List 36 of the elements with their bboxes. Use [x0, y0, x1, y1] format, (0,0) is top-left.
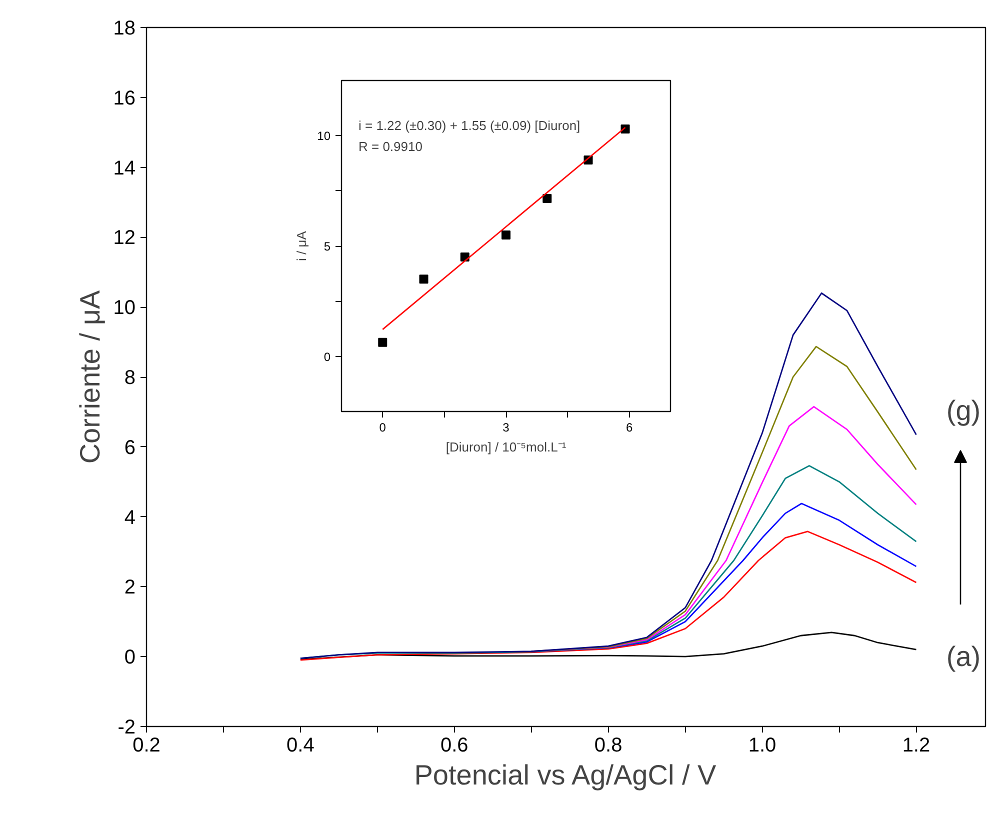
annotation: (g) — [946, 395, 981, 426]
y-tick-label: 16 — [113, 87, 136, 110]
x-tick-label: 0.4 — [286, 734, 314, 756]
x-axis-title: Potencial vs Ag/AgCl / V — [414, 760, 717, 790]
x-tick-label: 0.8 — [594, 734, 622, 756]
x-axis-title: [Diuron] / 10⁻⁵mol.L⁻¹ — [446, 440, 567, 454]
point — [419, 274, 428, 284]
y-tick-label: 18 — [113, 18, 136, 40]
y-tick-label: 5 — [324, 240, 331, 254]
annotation: (a) — [946, 641, 981, 672]
y-tick-label: 4 — [124, 506, 136, 529]
x-tick-label: 0.6 — [440, 734, 468, 756]
line-series — [300, 292, 917, 660]
y-tick-label: 10 — [113, 297, 136, 320]
y-tick-label: 12 — [113, 227, 136, 250]
y-tick-label: 0 — [324, 350, 331, 364]
point — [542, 194, 552, 204]
line-series — [300, 530, 917, 661]
x-tick-label: 0 — [379, 420, 386, 434]
y-tick-label: 10 — [317, 129, 331, 144]
annotation: i = 1.22 (±0.30) + 1.55 (±0.09) [Diuron] — [358, 118, 580, 133]
x-tick-label: 6 — [626, 420, 634, 434]
point — [378, 338, 388, 347]
y-axis-title: Corriente / μA — [74, 290, 106, 464]
y-tick-label: 8 — [124, 367, 136, 389]
point — [502, 230, 510, 240]
line-series — [300, 632, 917, 660]
annotation: R = 0.9910 — [358, 139, 422, 154]
y-tick-label: 6 — [124, 436, 136, 459]
y-tick-label: 2 — [124, 576, 136, 599]
y-tick-label: 0 — [124, 646, 136, 669]
x-tick-label: 1.2 — [902, 734, 930, 756]
y-tick-label: 14 — [113, 157, 136, 180]
y-axis-title: i / μA — [294, 230, 310, 261]
x-tick-label: 1.0 — [748, 734, 776, 756]
x-tick-label: 3 — [502, 420, 510, 434]
